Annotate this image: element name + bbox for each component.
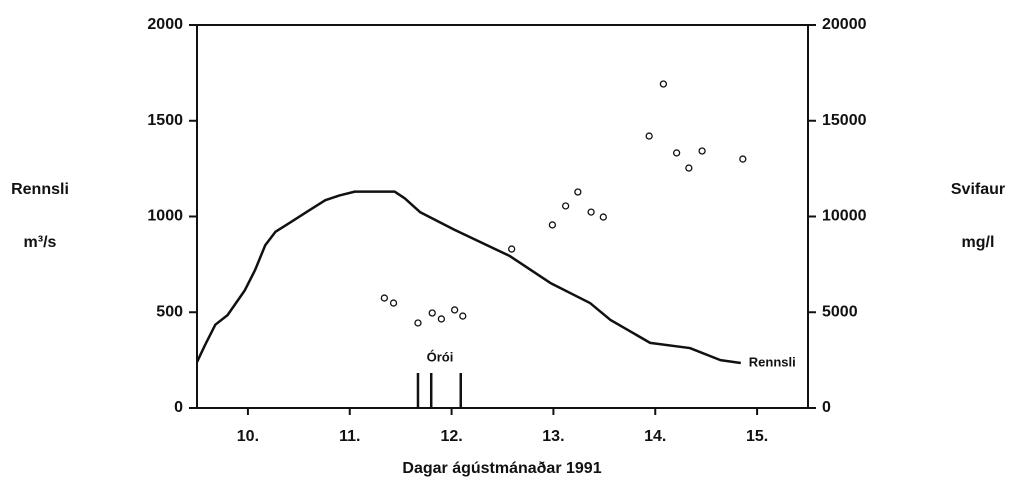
point	[685, 164, 693, 172]
x-tick-label: 14.	[644, 428, 666, 445]
point	[437, 315, 446, 323]
y-axis-label: Rennsli	[11, 181, 69, 198]
y-tick-label: 1000	[147, 208, 183, 225]
point	[428, 309, 436, 317]
x-tick-label: 13.	[542, 428, 564, 445]
annotation-label: Órói	[427, 349, 454, 364]
point	[659, 80, 668, 88]
y2-tick-label: 15000	[822, 112, 867, 129]
point	[587, 208, 595, 216]
y2-tick-label: 5000	[822, 303, 858, 320]
y-axis-unit: m³/s	[24, 234, 57, 251]
point	[450, 306, 459, 314]
point	[414, 319, 422, 327]
plot-frame	[196, 24, 809, 409]
line	[195, 190, 741, 365]
point	[698, 147, 706, 155]
point	[508, 245, 516, 253]
x-tick-label: 11.	[339, 428, 360, 445]
point	[645, 132, 653, 140]
y2-tick-label: 10000	[822, 208, 867, 225]
point	[459, 312, 467, 320]
y2-axis-unit: mg/l	[962, 234, 995, 251]
x-tick-label: 15.	[746, 428, 768, 445]
y2-tick-label: 20000	[822, 16, 867, 33]
point	[561, 202, 570, 210]
y2-axis-label: Svifaur	[951, 181, 1005, 198]
x-tick-label: 12.	[440, 428, 462, 445]
x-tick-label: 10.	[237, 428, 259, 445]
x-axis-label: Dagar ágústmánaðar 1991	[402, 460, 601, 477]
point	[389, 299, 398, 307]
series-label: Rennsli	[749, 354, 796, 369]
y-tick-label: 2000	[147, 16, 183, 33]
y2-tick-label: 0	[822, 399, 831, 416]
point	[380, 294, 389, 302]
point	[548, 221, 557, 229]
y-tick-label: 500	[156, 303, 183, 320]
point	[739, 155, 747, 163]
point	[672, 149, 681, 157]
y-tick-label: 0	[174, 399, 183, 416]
y-tick-label: 1500	[147, 112, 183, 129]
point	[599, 213, 607, 221]
point	[574, 188, 582, 196]
